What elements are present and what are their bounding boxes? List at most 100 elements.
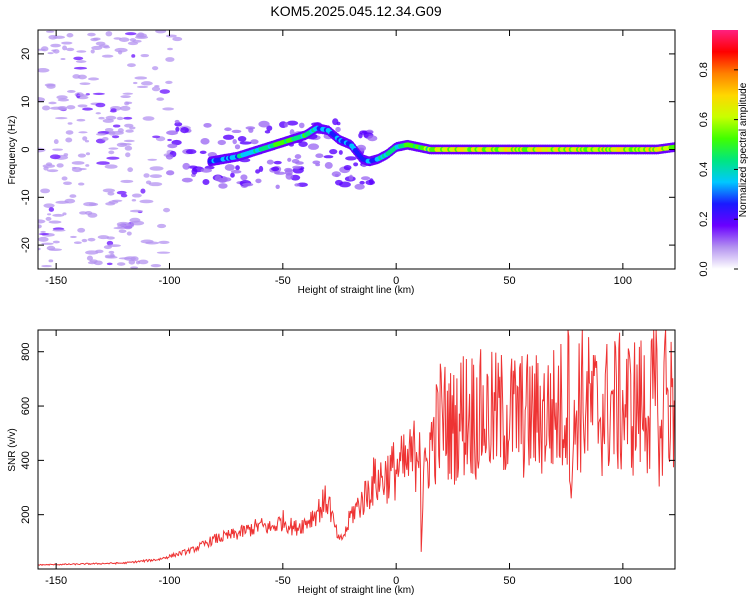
snr-frame	[37, 329, 676, 570]
noise-blob	[53, 139, 59, 145]
noise-blob	[119, 105, 131, 111]
noise-blob	[91, 45, 103, 50]
noise-blob	[137, 32, 145, 37]
noise-blob	[132, 39, 142, 43]
noise-blob	[335, 126, 341, 133]
noise-blob	[185, 149, 197, 155]
noise-blob	[111, 135, 120, 139]
noise-blob	[48, 220, 62, 224]
noise-blob	[148, 182, 163, 187]
noise-blob	[84, 140, 90, 143]
noise-blob	[138, 259, 149, 265]
x-tick-label-spectrogram: 100	[614, 275, 632, 287]
noise-blob	[285, 172, 294, 180]
x-tick-label-spectrogram: -50	[275, 275, 291, 287]
noise-blob	[71, 167, 83, 173]
noise-blob	[87, 237, 96, 242]
noise-blob	[101, 54, 114, 58]
noise-blob	[127, 63, 136, 68]
noise-blob	[123, 116, 133, 120]
noise-blob	[127, 167, 134, 173]
noise-blob	[95, 102, 106, 108]
noise-blob	[165, 57, 175, 62]
noise-blob	[67, 122, 73, 125]
noise-blob	[66, 105, 76, 110]
noise-blob	[136, 85, 149, 89]
x-tick-label-spectrogram: -150	[45, 275, 67, 287]
noise-blob	[181, 177, 193, 183]
noise-blob	[258, 120, 270, 128]
noise-blob	[182, 162, 191, 170]
colorbar-gradient	[712, 30, 738, 269]
noise-blob	[163, 207, 171, 213]
noise-blob	[324, 161, 333, 169]
snr-line	[38, 330, 675, 566]
noise-blob	[56, 95, 68, 100]
noise-blob	[348, 174, 354, 181]
noise-blob	[222, 134, 235, 140]
noise-blob	[264, 130, 271, 134]
noise-blob	[147, 158, 158, 161]
noise-blob	[120, 95, 131, 99]
noise-blob	[255, 178, 262, 184]
noise-blob	[166, 170, 175, 176]
noise-blob	[116, 221, 130, 227]
noise-blob	[90, 49, 95, 54]
noise-blob	[95, 132, 107, 136]
spectrogram-noise-layer	[38, 30, 378, 269]
ridge-cell	[672, 144, 675, 150]
noise-blob	[191, 168, 198, 175]
noise-blob	[112, 124, 121, 128]
noise-blob	[75, 60, 87, 63]
x-tick-label-snr: -50	[275, 575, 291, 587]
noise-blob	[66, 33, 74, 38]
noise-blob	[235, 165, 240, 171]
noise-blob	[151, 86, 161, 92]
noise-blob	[150, 263, 162, 268]
noise-blob	[217, 177, 228, 183]
noise-blob	[104, 164, 118, 169]
noise-blob	[286, 120, 299, 126]
noise-blob	[66, 90, 76, 93]
noise-blob	[248, 127, 254, 133]
noise-blob	[84, 211, 93, 215]
noise-blob	[88, 202, 99, 206]
noise-blob	[165, 80, 173, 84]
noise-blob	[55, 200, 69, 204]
noise-blob	[63, 181, 72, 185]
spectrogram-ridge-layer	[207, 123, 675, 167]
noise-blob	[297, 182, 308, 187]
noise-blob	[40, 230, 46, 233]
snr-ylabel: SNR (v/v)	[7, 428, 18, 471]
noise-blob	[273, 160, 282, 165]
noise-blob	[38, 236, 49, 242]
noise-blob	[165, 34, 177, 38]
noise-blob	[284, 121, 289, 128]
noise-blob	[40, 188, 51, 194]
noise-blob	[202, 178, 210, 186]
noise-blob	[156, 251, 171, 254]
noise-blob	[126, 231, 132, 236]
noise-blob	[52, 148, 64, 151]
y-tick-label-spectrogram: 20	[20, 48, 32, 60]
noise-blob	[61, 176, 68, 181]
colorbar-ticks: 0.0 0.2 0.4 0.6 0.8	[698, 62, 738, 277]
noise-blob	[167, 138, 172, 142]
noise-blob	[367, 135, 378, 142]
noise-blob	[239, 141, 252, 145]
noise-blob	[38, 224, 42, 229]
noise-blob	[128, 259, 136, 265]
noise-blob	[275, 184, 280, 190]
noise-blob	[188, 165, 198, 169]
noise-blob	[123, 225, 133, 230]
noise-blob	[43, 203, 55, 208]
noise-blob	[49, 154, 61, 160]
snr-xlabel: Height of straight line (km)	[298, 585, 415, 596]
noise-blob	[240, 174, 248, 181]
noise-blob	[135, 35, 149, 40]
noise-blob	[129, 209, 143, 213]
noise-blob	[77, 227, 86, 233]
noise-blob	[113, 37, 122, 40]
